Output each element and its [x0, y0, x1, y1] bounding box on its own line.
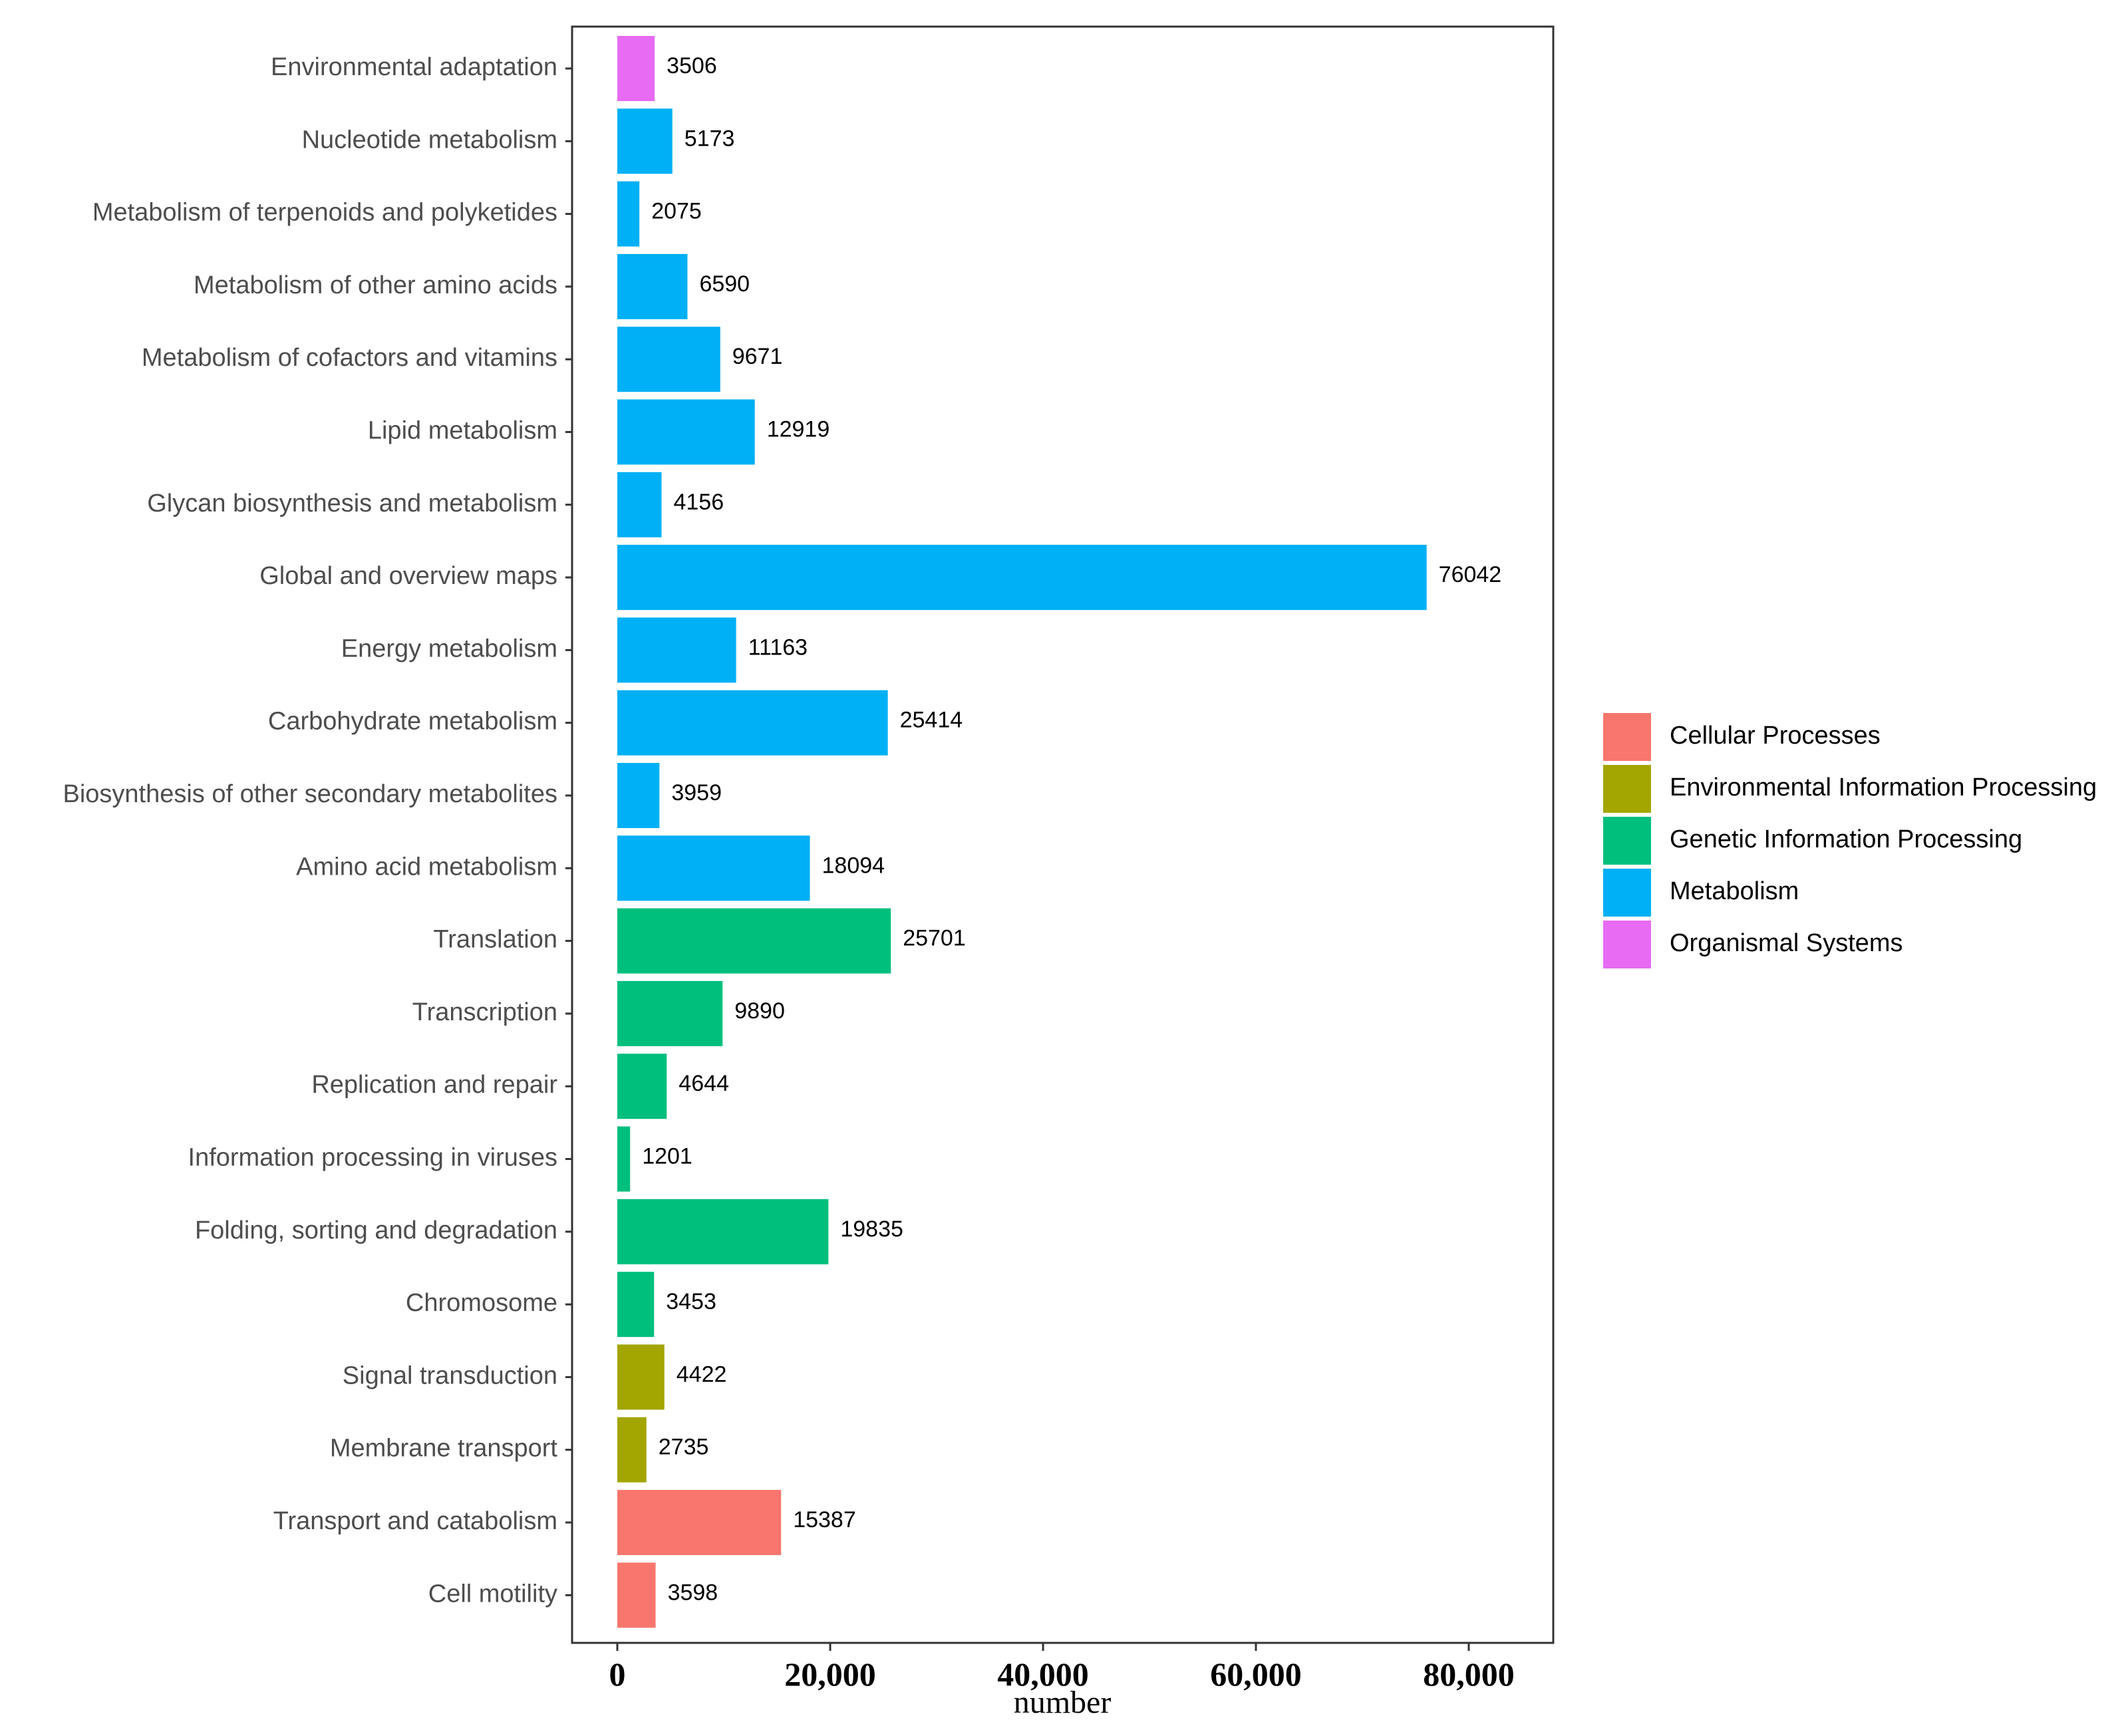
bar-lipid-metabolism — [617, 399, 755, 465]
x-axis-title: number — [1014, 1685, 1112, 1720]
bar-biosynthesis-of-other-secondary-metabolites — [617, 763, 660, 828]
bar-transport-and-catabolism — [617, 1490, 782, 1555]
y-tick-label-cell-motility: Cell motility — [428, 1580, 557, 1608]
bar-membrane-transport — [617, 1417, 647, 1483]
value-label-membrane-transport: 2735 — [659, 1435, 709, 1460]
y-tick-label-glycan-biosynthesis-and-metabolism: Glycan biosynthesis and metabolism — [147, 490, 557, 517]
value-label-replication-and-repair: 4644 — [679, 1071, 729, 1096]
y-tick-label-metabolism-of-terpenoids-and-polyketides: Metabolism of terpenoids and polyketides — [92, 199, 557, 227]
legend-label-cellular-processes: Cellular Processes — [1670, 722, 1881, 750]
value-label-transcription: 9890 — [734, 998, 785, 1024]
y-tick-label-folding-sorting-and-degradation: Folding, sorting and degradation — [195, 1217, 557, 1244]
x-tick-label: 80,000 — [1423, 1656, 1515, 1693]
bar-translation — [617, 908, 891, 974]
y-tick-label-signal-transduction: Signal transduction — [343, 1362, 557, 1389]
x-tick-label: 0 — [609, 1656, 626, 1693]
y-tick-label-amino-acid-metabolism: Amino acid metabolism — [296, 853, 557, 881]
legend-key-metabolism — [1603, 869, 1651, 917]
legend-label-genetic-information-processing: Genetic Information Processing — [1670, 825, 2022, 853]
y-tick-label-information-processing-in-viruses: Information processing in viruses — [188, 1144, 557, 1172]
value-label-cell-motility: 3598 — [668, 1580, 718, 1605]
y-tick-label-metabolism-of-other-amino-acids: Metabolism of other amino acids — [194, 271, 557, 299]
y-tick-label-biosynthesis-of-other-secondary-metabolites: Biosynthesis of other secondary metaboli… — [63, 780, 557, 808]
legend-key-genetic-information-processing — [1603, 817, 1651, 865]
y-tick-label-replication-and-repair: Replication and repair — [311, 1071, 557, 1099]
y-tick-label-metabolism-of-cofactors-and-vitamins: Metabolism of cofactors and vitamins — [142, 344, 557, 372]
y-tick-label-transcription: Transcription — [412, 998, 557, 1026]
bar-chromosome — [617, 1272, 655, 1338]
value-label-metabolism-of-cofactors-and-vitamins: 9671 — [732, 344, 783, 369]
bar-metabolism-of-terpenoids-and-polyketides — [617, 181, 640, 247]
plot-panel — [571, 25, 1555, 1644]
value-label-metabolism-of-terpenoids-and-polyketides: 2075 — [651, 199, 702, 224]
value-label-lipid-metabolism: 12919 — [767, 416, 830, 442]
bar-global-and-overview-maps — [617, 545, 1427, 611]
y-tick-label-transport-and-catabolism: Transport and catabolism — [273, 1507, 557, 1535]
bar-folding-sorting-and-degradation — [617, 1199, 829, 1264]
value-label-energy-metabolism: 11163 — [748, 635, 808, 660]
bar-information-processing-in-viruses — [617, 1126, 631, 1192]
legend-key-cellular-processes — [1603, 713, 1651, 761]
bar-energy-metabolism — [617, 617, 736, 683]
y-tick-label-environmental-adaptation: Environmental adaptation — [271, 53, 557, 81]
y-tick-label-translation: Translation — [433, 926, 557, 954]
legend-label-metabolism: Metabolism — [1670, 877, 1799, 905]
x-tick-label: 60,000 — [1210, 1656, 1302, 1693]
legend-key-environmental-information-processing — [1603, 765, 1651, 813]
y-tick-label-membrane-transport: Membrane transport — [330, 1435, 558, 1463]
y-tick-label-energy-metabolism: Energy metabolism — [341, 635, 557, 662]
value-label-nucleotide-metabolism: 5173 — [684, 126, 735, 151]
value-label-folding-sorting-and-degradation: 19835 — [840, 1217, 903, 1242]
bar-transcription — [617, 980, 723, 1046]
value-label-amino-acid-metabolism: 18094 — [822, 853, 885, 878]
legend-key-organismal-systems — [1603, 921, 1651, 968]
value-label-environmental-adaptation: 3506 — [667, 53, 717, 78]
value-label-translation: 25701 — [903, 926, 966, 951]
legend-label-environmental-information-processing: Environmental Information Processing — [1670, 774, 2097, 801]
bar-glycan-biosynthesis-and-metabolism — [617, 472, 662, 537]
x-tick-label: 20,000 — [784, 1656, 876, 1693]
bar-signal-transduction — [617, 1344, 665, 1410]
bar-replication-and-repair — [617, 1054, 667, 1119]
value-label-glycan-biosynthesis-and-metabolism: 4156 — [673, 490, 724, 515]
bar-amino-acid-metabolism — [617, 835, 810, 901]
value-label-information-processing-in-viruses: 1201 — [642, 1143, 692, 1169]
y-tick-label-lipid-metabolism: Lipid metabolism — [368, 417, 557, 445]
value-label-carbohydrate-metabolism: 25414 — [900, 708, 963, 733]
y-tick-label-carbohydrate-metabolism: Carbohydrate metabolism — [268, 708, 557, 736]
bar-metabolism-of-cofactors-and-vitamins — [617, 327, 720, 392]
value-label-transport-and-catabolism: 15387 — [793, 1507, 856, 1532]
y-tick-label-nucleotide-metabolism: Nucleotide metabolism — [302, 126, 557, 154]
value-label-chromosome: 3453 — [666, 1289, 716, 1314]
value-label-metabolism-of-other-amino-acids: 6590 — [699, 271, 750, 297]
y-axis: Environmental adaptation Nucleotide metab… — [63, 53, 572, 1608]
bars-layer: 3506 5173 2075 6590 9671 12919 4156 76042 11163 2… — [617, 36, 1501, 1628]
bar-cell-motility — [617, 1562, 656, 1628]
y-tick-label-chromosome: Chromosome — [406, 1289, 557, 1317]
legend-label-organismal-systems: Organismal Systems — [1670, 929, 1903, 957]
bar-nucleotide-metabolism — [617, 108, 673, 174]
bar-metabolism-of-other-amino-acids — [617, 253, 688, 319]
x-axis: 0 20,000 40,000 60,000 80,000 — [609, 1643, 1515, 1693]
bar-environmental-adaptation — [617, 36, 655, 101]
x-tick-label: 40,000 — [997, 1656, 1089, 1693]
legend: Cellular Processes Environmental Informat… — [1603, 713, 2097, 968]
value-label-global-and-overview-maps: 76042 — [1439, 562, 1502, 587]
value-label-biosynthesis-of-other-secondary-metabolites: 3959 — [671, 780, 722, 805]
bar-carbohydrate-metabolism — [617, 690, 888, 756]
value-label-signal-transduction: 4422 — [677, 1362, 727, 1387]
y-tick-label-global-and-overview-maps: Global and overview maps — [259, 562, 557, 590]
